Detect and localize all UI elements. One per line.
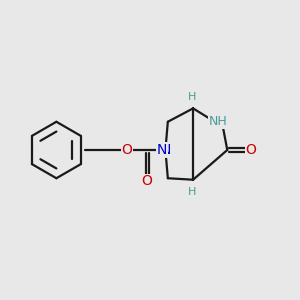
- Text: O: O: [141, 174, 152, 188]
- Text: O: O: [122, 143, 133, 157]
- Text: O: O: [246, 143, 256, 157]
- Text: O: O: [122, 143, 133, 157]
- Text: N: N: [157, 143, 167, 157]
- Text: O: O: [246, 143, 256, 157]
- Text: NH: NH: [209, 114, 228, 127]
- Text: H: H: [188, 187, 196, 196]
- Text: N: N: [157, 143, 167, 157]
- Text: N: N: [160, 143, 171, 157]
- Text: NH: NH: [209, 115, 228, 128]
- Text: H: H: [188, 92, 196, 102]
- Text: O: O: [141, 174, 152, 188]
